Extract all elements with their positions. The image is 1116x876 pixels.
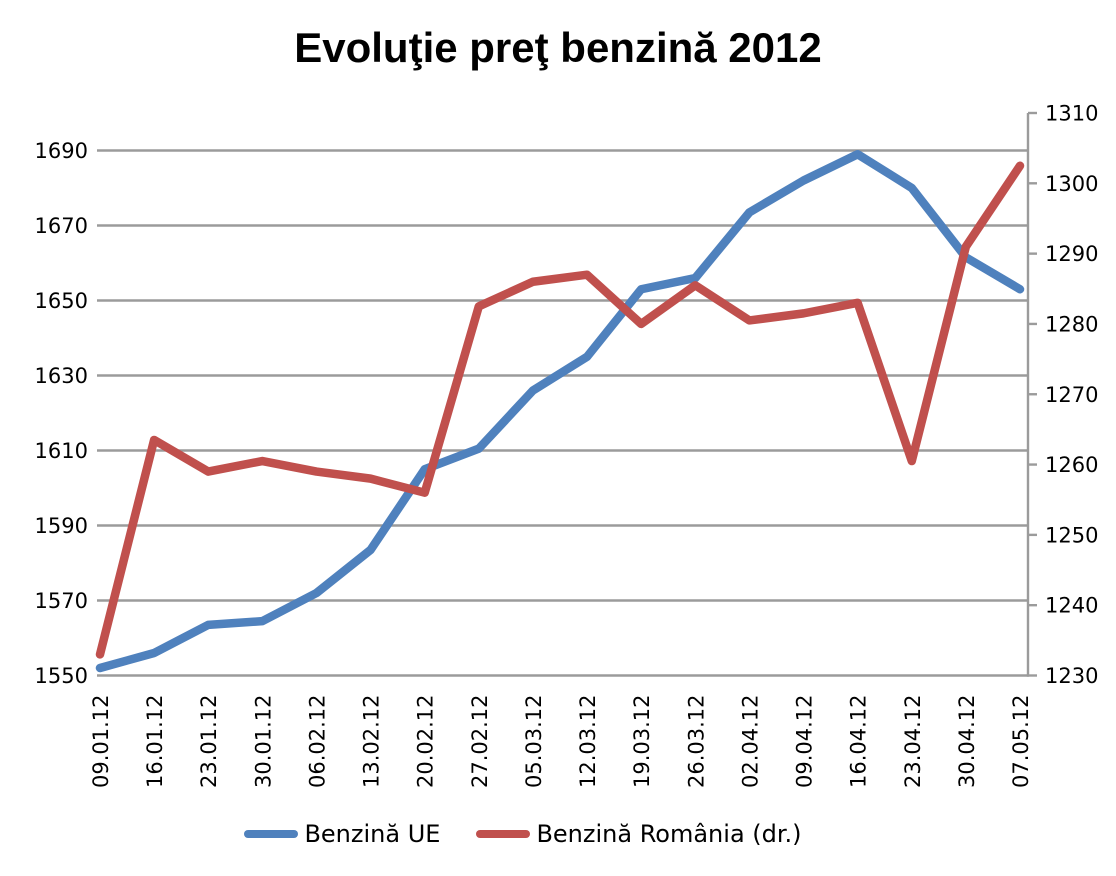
legend-label-benzina-ue: Benzină UE [304,820,441,848]
right-axis-tick-label: 1270 [1045,383,1098,407]
x-axis-tick-label: 23.01.12 [197,694,221,788]
x-axis-labels: 09.01.12 16.01.12 23.01.12 30.01.12 06.02.12… [89,694,1033,788]
legend-line-sample-romania-icon [476,830,531,838]
left-axis-labels: 1550 1570 1590 1610 1630 1650 1670 1690 [35,139,88,688]
right-axis-tick-label: 1230 [1045,664,1098,688]
right-axis-tick-label: 1290 [1045,242,1098,266]
x-axis-tick-label: 13.02.12 [360,694,384,788]
x-axis-tick-label: 27.02.12 [468,694,492,788]
x-axis-tick-label: 30.04.12 [955,694,979,788]
right-axis-tick-label: 1300 [1045,172,1098,196]
legend-item-benzina-romania: Benzină România (dr.) [476,820,802,848]
right-axis-tick-label: 1260 [1045,453,1098,477]
left-axis-tick-label: 1670 [35,214,88,238]
series-line-benzina-ue [95,150,1025,673]
series-line-benzina-romania [95,161,1025,659]
left-axis-tick-label: 1590 [35,514,88,538]
left-axis-tick-label: 1690 [35,139,88,163]
right-axis [1026,111,1037,677]
x-axis-tick-label: 19.03.12 [630,694,654,788]
right-axis-tick-label: 1280 [1045,312,1098,336]
x-axis-tick-label: 16.04.12 [847,694,871,788]
gridlines [97,149,1028,677]
x-axis-tick-label: 05.03.12 [522,694,546,788]
left-axis-tick-label: 1630 [35,364,88,388]
x-axis-tick-label: 02.04.12 [738,694,762,788]
right-axis-labels: 1230 1240 1250 1260 1270 1280 1290 1300 1310 [1045,102,1098,689]
legend-line-sample-ue-icon [244,830,299,838]
x-axis-tick-label: 26.03.12 [684,694,708,788]
x-axis-tick-label: 16.01.12 [143,694,167,788]
legend-item-benzina-ue: Benzină UE [244,820,440,848]
x-axis-tick-label: 12.03.12 [576,694,600,788]
right-axis-tick-label: 1250 [1045,523,1098,547]
x-axis-tick-label: 09.01.12 [89,694,113,788]
x-axis-tick-label: 09.04.12 [793,694,817,788]
x-axis-tick-label: 07.05.12 [1009,694,1033,788]
x-axis-tick-label: 23.04.12 [901,694,925,788]
legend-label-benzina-romania: Benzină România (dr.) [536,820,802,848]
legend: Benzină UE Benzină România (dr.) [0,820,1116,848]
right-axis-tick-label: 1310 [1045,102,1098,126]
left-axis-tick-label: 1550 [35,664,88,688]
right-axis-tick-label: 1240 [1045,594,1098,618]
left-axis-tick-label: 1650 [35,289,88,313]
chart-title: Evoluţie preţ benzină 2012 [294,24,822,71]
x-axis-tick-label: 30.01.12 [251,694,275,788]
x-axis-tick-label: 06.02.12 [305,694,329,788]
left-axis-tick-label: 1570 [35,589,88,613]
x-axis-tick-label: 20.02.12 [414,694,438,788]
left-axis-tick-label: 1610 [35,439,88,463]
